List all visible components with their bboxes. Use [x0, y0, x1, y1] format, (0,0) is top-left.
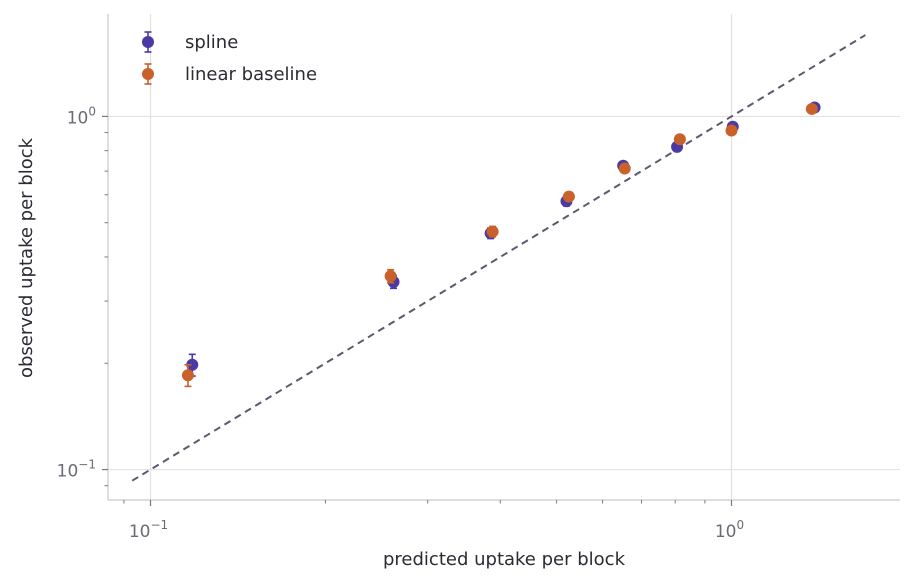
- x-tick-label: 100: [715, 518, 744, 542]
- legend-item: spline: [142, 31, 238, 53]
- legend-label: spline: [185, 32, 238, 53]
- axes: 10−1 100 10−1 100: [57, 14, 900, 542]
- data-point: [618, 162, 631, 175]
- grid-lines: [108, 14, 900, 500]
- legend-label: linear baseline: [185, 64, 317, 85]
- reference-line: [131, 34, 866, 482]
- y-axis-title: observed uptake per block: [16, 137, 37, 378]
- legend-item: linear baseline: [142, 63, 317, 85]
- identity-line: [131, 34, 866, 482]
- x-axis-title: predicted uptake per block: [383, 549, 626, 570]
- data-points: [181, 101, 821, 388]
- data-point: [562, 190, 575, 203]
- y-tick-label: 100: [67, 104, 96, 128]
- y-tick-label: 10−1: [57, 458, 96, 482]
- data-point: [384, 270, 397, 283]
- x-tick-label: 10−1: [129, 518, 168, 542]
- data-point: [725, 124, 738, 137]
- legend-marker: [142, 36, 154, 48]
- data-point: [486, 225, 499, 238]
- data-point: [805, 102, 818, 115]
- data-point: [186, 358, 199, 371]
- legend: spline linear baseline: [142, 31, 317, 85]
- series-1: [181, 102, 818, 388]
- data-point: [673, 133, 686, 146]
- series-0: [186, 101, 821, 377]
- legend-marker: [142, 68, 154, 80]
- data-point: [181, 369, 194, 382]
